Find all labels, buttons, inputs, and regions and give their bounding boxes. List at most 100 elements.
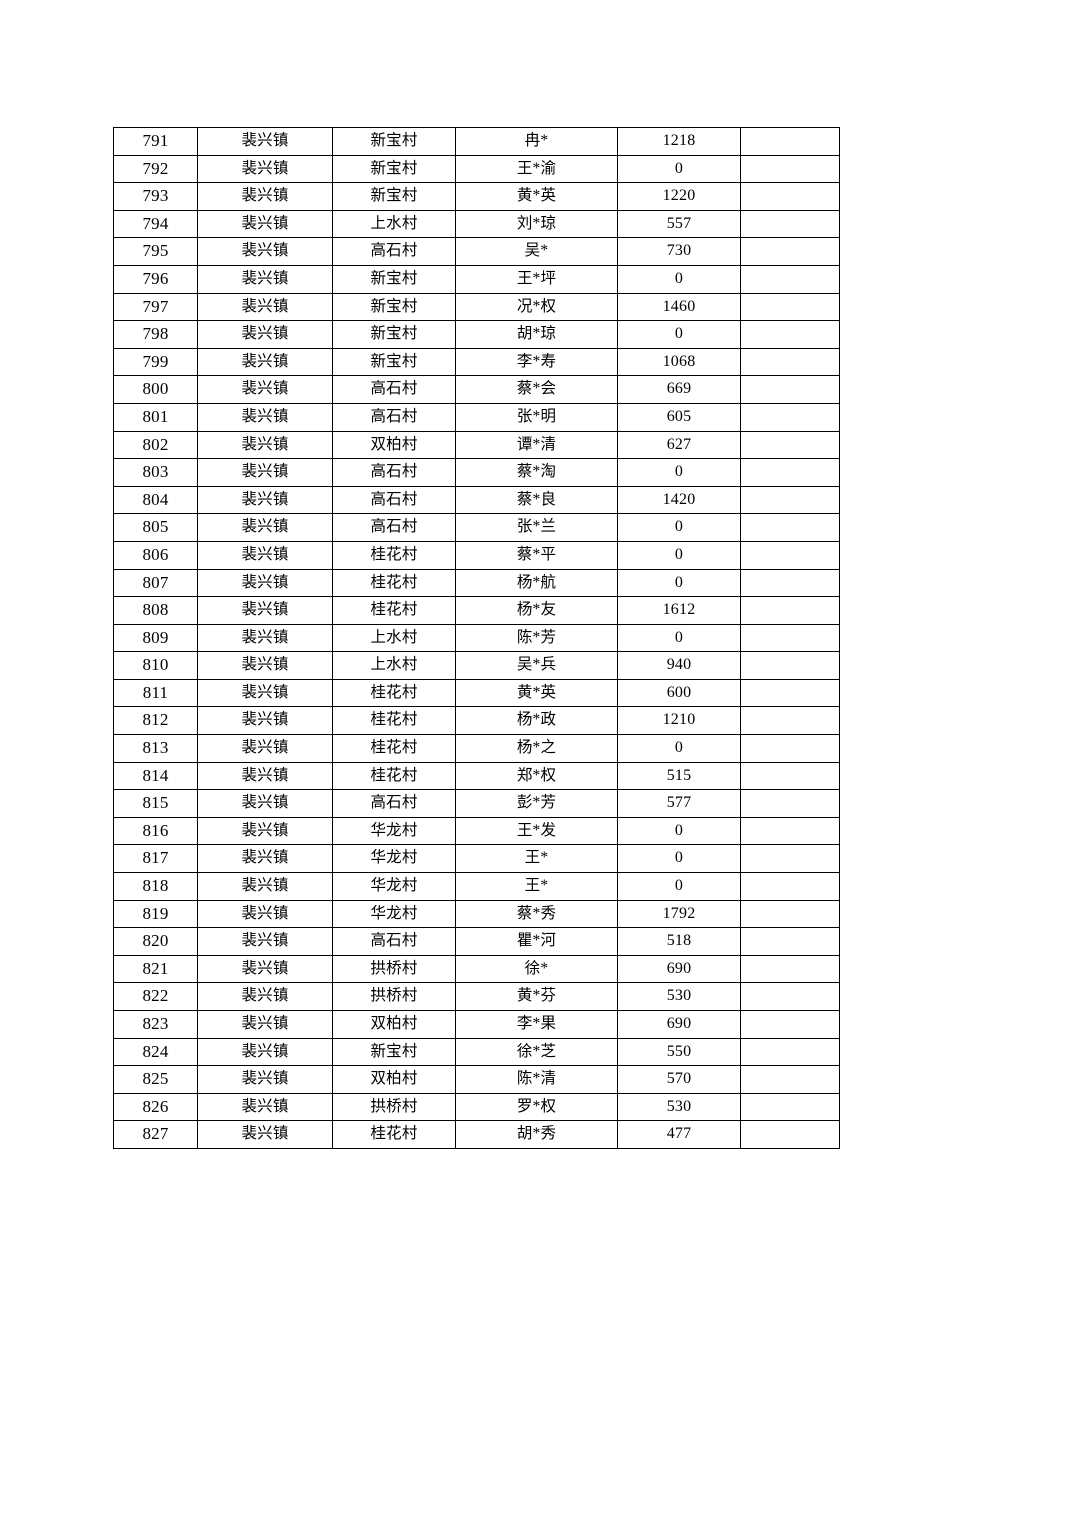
cell-seq: 806 (113, 540, 198, 570)
table-row: 796 裴兴镇 新宝村 王*坪 0 (113, 264, 840, 294)
cell-name: 胡*琼 (455, 320, 618, 349)
cell-remark (740, 430, 840, 460)
cell-township: 裴兴镇 (197, 982, 333, 1011)
table-row: 806 裴兴镇 桂花村 蔡*平 0 (113, 540, 840, 570)
cell-remark (740, 596, 840, 625)
cell-name: 罗*权 (455, 1092, 618, 1122)
cell-seq: 798 (113, 320, 198, 349)
cell-amount: 1612 (617, 596, 741, 625)
cell-village: 上水村 (332, 623, 456, 653)
cell-remark (740, 623, 840, 653)
cell-remark (740, 237, 840, 266)
cell-township: 裴兴镇 (197, 789, 333, 818)
cell-village: 桂花村 (332, 1120, 456, 1149)
cell-name: 蔡*会 (455, 375, 618, 404)
cell-amount: 1218 (617, 127, 741, 156)
cell-seq: 810 (113, 651, 198, 680)
table-row: 804 裴兴镇 高石村 蔡*良 1420 (113, 485, 840, 515)
cell-name: 吴*兵 (455, 651, 618, 680)
cell-name: 徐* (455, 954, 618, 984)
cell-seq: 796 (113, 264, 198, 294)
cell-remark (740, 540, 840, 570)
cell-remark (740, 1092, 840, 1122)
table-row: 811 裴兴镇 桂花村 黄*英 600 (113, 678, 840, 708)
cell-amount: 515 (617, 761, 741, 791)
cell-amount: 0 (617, 844, 741, 874)
cell-name: 蔡*平 (455, 540, 618, 570)
cell-name: 张*兰 (455, 513, 618, 542)
cell-remark (740, 320, 840, 349)
cell-name: 瞿*河 (455, 927, 618, 956)
table-row: 801 裴兴镇 高石村 张*明 605 (113, 402, 840, 432)
table-row: 803 裴兴镇 高石村 蔡*淘 0 (113, 458, 840, 487)
cell-amount: 940 (617, 651, 741, 680)
cell-amount: 0 (617, 513, 741, 542)
cell-seq: 823 (113, 1010, 198, 1039)
cell-seq: 827 (113, 1120, 198, 1149)
cell-village: 桂花村 (332, 568, 456, 598)
cell-village: 华龙村 (332, 816, 456, 846)
cell-name: 黄*英 (455, 182, 618, 211)
cell-township: 裴兴镇 (197, 927, 333, 956)
table-container: 791 裴兴镇 新宝村 冉* 1218 792 裴兴镇 新宝村 王*渝 0 793 裴兴镇 新宝村 黄*英… (113, 127, 840, 1149)
cell-amount: 557 (617, 209, 741, 239)
table-row: 812 裴兴镇 桂花村 杨*政 1210 (113, 706, 840, 736)
cell-village: 新宝村 (332, 292, 456, 322)
table-row: 820 裴兴镇 高石村 瞿*河 518 (113, 927, 840, 956)
cell-township: 裴兴镇 (197, 485, 333, 515)
table-row: 797 裴兴镇 新宝村 况*权 1460 (113, 292, 840, 322)
table-row: 815 裴兴镇 高石村 彭*芳 577 (113, 789, 840, 818)
cell-amount: 730 (617, 237, 741, 266)
cell-name: 杨*之 (455, 734, 618, 763)
cell-remark (740, 816, 840, 846)
cell-village: 桂花村 (332, 761, 456, 791)
cell-township: 裴兴镇 (197, 430, 333, 460)
cell-township: 裴兴镇 (197, 154, 333, 184)
cell-remark (740, 927, 840, 956)
cell-village: 新宝村 (332, 182, 456, 211)
table-row: 795 裴兴镇 高石村 吴* 730 (113, 237, 840, 266)
cell-remark (740, 734, 840, 763)
cell-seq: 801 (113, 402, 198, 432)
cell-seq: 815 (113, 789, 198, 818)
cell-amount: 530 (617, 1092, 741, 1122)
cell-village: 高石村 (332, 237, 456, 266)
cell-village: 双柏村 (332, 1010, 456, 1039)
cell-name: 王* (455, 872, 618, 901)
cell-village: 新宝村 (332, 320, 456, 349)
cell-remark (740, 402, 840, 432)
cell-name: 况*权 (455, 292, 618, 322)
cell-village: 桂花村 (332, 678, 456, 708)
cell-township: 裴兴镇 (197, 761, 333, 791)
cell-amount: 577 (617, 789, 741, 818)
cell-village: 上水村 (332, 651, 456, 680)
cell-seq: 799 (113, 347, 198, 377)
cell-remark (740, 982, 840, 1011)
cell-amount: 600 (617, 678, 741, 708)
cell-township: 裴兴镇 (197, 182, 333, 211)
cell-amount: 0 (617, 154, 741, 184)
table-row: 805 裴兴镇 高石村 张*兰 0 (113, 513, 840, 542)
table-row: 826 裴兴镇 拱桥村 罗*权 530 (113, 1092, 840, 1122)
cell-remark (740, 209, 840, 239)
cell-amount: 550 (617, 1037, 741, 1067)
cell-name: 陈*清 (455, 1065, 618, 1094)
cell-village: 桂花村 (332, 706, 456, 736)
cell-name: 谭*清 (455, 430, 618, 460)
cell-name: 郑*权 (455, 761, 618, 791)
cell-seq: 813 (113, 734, 198, 763)
cell-name: 王* (455, 844, 618, 874)
cell-name: 张*明 (455, 402, 618, 432)
cell-seq: 800 (113, 375, 198, 404)
cell-remark (740, 1037, 840, 1067)
table-row: 819 裴兴镇 华龙村 蔡*秀 1792 (113, 899, 840, 929)
cell-name: 黄*芬 (455, 982, 618, 1011)
cell-name: 吴* (455, 237, 618, 266)
cell-seq: 808 (113, 596, 198, 625)
cell-name: 冉* (455, 127, 618, 156)
cell-seq: 822 (113, 982, 198, 1011)
cell-remark (740, 458, 840, 487)
cell-village: 华龙村 (332, 899, 456, 929)
cell-remark (740, 292, 840, 322)
